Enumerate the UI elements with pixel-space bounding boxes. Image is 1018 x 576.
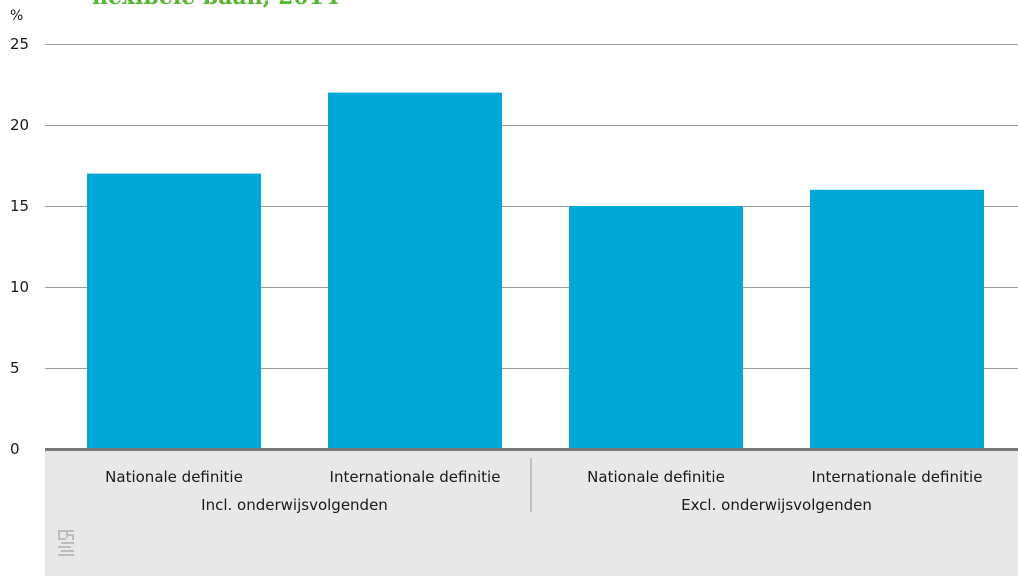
category-labels: Nationale definitie Internationale defini… (105, 468, 982, 486)
group-labels: Incl. onderwijsvolgenden Excl. onderwijsv… (201, 496, 872, 514)
y-axis-tick-labels: 0 5 10 15 20 25 (10, 35, 29, 458)
cbs-logo-icon (58, 530, 74, 556)
chart-title: flexibele baan, 2014 (92, 0, 339, 10)
category-label: Internationale definitie (330, 468, 501, 486)
group-label: Incl. onderwijsvolgenden (201, 496, 388, 514)
category-label: Nationale definitie (105, 468, 243, 486)
bar (569, 206, 743, 449)
bar (810, 189, 984, 450)
group-label: Excl. onderwijsvolgenden (681, 496, 872, 514)
category-label: Internationale definitie (812, 468, 983, 486)
y-axis-unit-label: % (10, 8, 23, 24)
category-label: Nationale definitie (587, 468, 725, 486)
y-tick-label: 20 (10, 116, 29, 134)
y-tick-label: 15 (10, 197, 29, 215)
y-tick-label: 0 (10, 440, 20, 458)
bars (87, 92, 984, 450)
bar (87, 173, 261, 449)
bar (328, 92, 502, 449)
y-tick-label: 5 (10, 359, 20, 377)
y-tick-label: 10 (10, 278, 29, 296)
y-tick-label: 25 (10, 35, 29, 53)
